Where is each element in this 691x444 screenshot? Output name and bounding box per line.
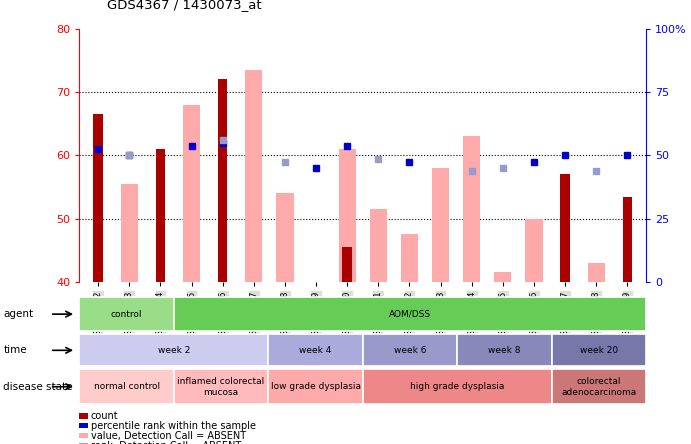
Bar: [339, 149, 356, 282]
Bar: [183, 105, 200, 282]
Bar: [494, 273, 511, 282]
Text: control: control: [111, 309, 142, 319]
Text: low grade dysplasia: low grade dysplasia: [271, 382, 361, 391]
Text: GDS4367 / 1430073_at: GDS4367 / 1430073_at: [107, 0, 262, 11]
Text: week 6: week 6: [394, 346, 426, 355]
Text: week 2: week 2: [158, 346, 190, 355]
Text: week 4: week 4: [299, 346, 332, 355]
Bar: [121, 184, 138, 282]
Bar: [218, 79, 227, 282]
Bar: [432, 168, 449, 282]
Text: disease state: disease state: [3, 382, 73, 392]
Bar: [623, 197, 632, 282]
Bar: [245, 70, 263, 282]
Text: week 8: week 8: [488, 346, 521, 355]
Text: count: count: [91, 412, 118, 421]
Bar: [588, 263, 605, 282]
Bar: [276, 194, 294, 282]
Bar: [560, 174, 570, 282]
Bar: [155, 149, 165, 282]
Text: high grade dysplasia: high grade dysplasia: [410, 382, 504, 391]
Bar: [93, 114, 103, 282]
Bar: [463, 136, 480, 282]
Bar: [370, 209, 387, 282]
Text: AOM/DSS: AOM/DSS: [389, 309, 431, 319]
Text: rank, Detection Call = ABSENT: rank, Detection Call = ABSENT: [91, 441, 240, 444]
Bar: [525, 219, 542, 282]
Text: value, Detection Call = ABSENT: value, Detection Call = ABSENT: [91, 431, 245, 441]
Text: inflamed colorectal
mucosa: inflamed colorectal mucosa: [178, 377, 265, 397]
Text: week 20: week 20: [580, 346, 618, 355]
Text: normal control: normal control: [93, 382, 160, 391]
Text: colorectal
adenocarcinoma: colorectal adenocarcinoma: [561, 377, 636, 397]
Text: percentile rank within the sample: percentile rank within the sample: [91, 421, 256, 431]
Bar: [343, 247, 352, 282]
Bar: [401, 234, 418, 282]
Text: agent: agent: [3, 309, 34, 319]
Text: time: time: [3, 345, 27, 355]
